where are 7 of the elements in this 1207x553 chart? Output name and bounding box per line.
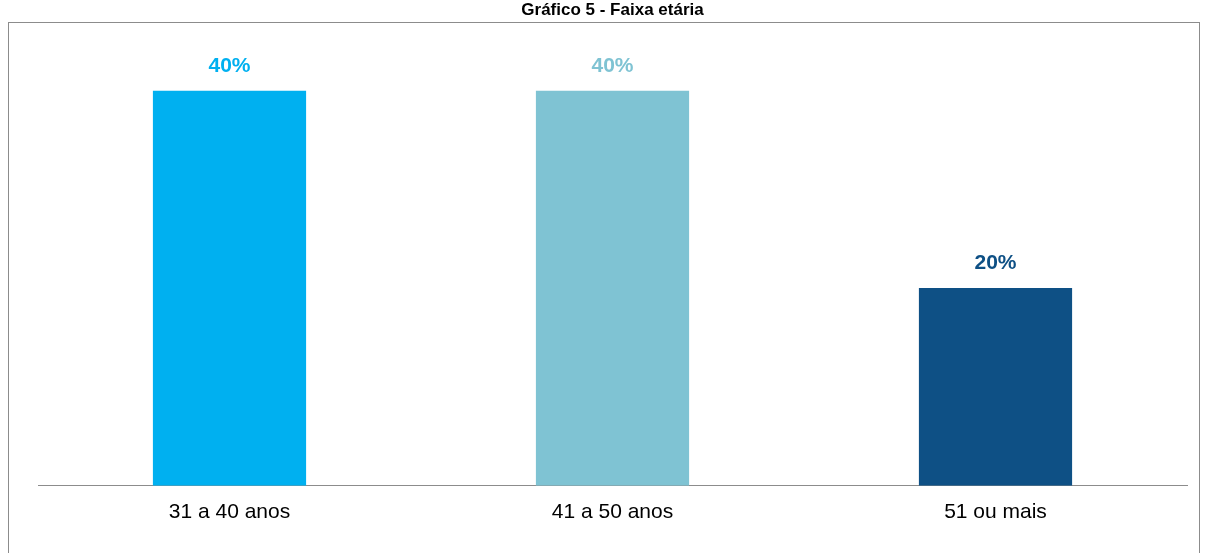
x-tick-label: 31 a 40 anos [168, 499, 291, 523]
chart-title: Gráfico 5 - Faixa etária [521, 0, 705, 19]
data-label: 40% [591, 52, 634, 76]
data-label: 40% [208, 52, 251, 76]
x-tick-label: 41 a 50 anos [551, 499, 674, 523]
x-tick-label: 51 ou mais [944, 499, 1047, 523]
data-label: 20% [974, 250, 1017, 274]
